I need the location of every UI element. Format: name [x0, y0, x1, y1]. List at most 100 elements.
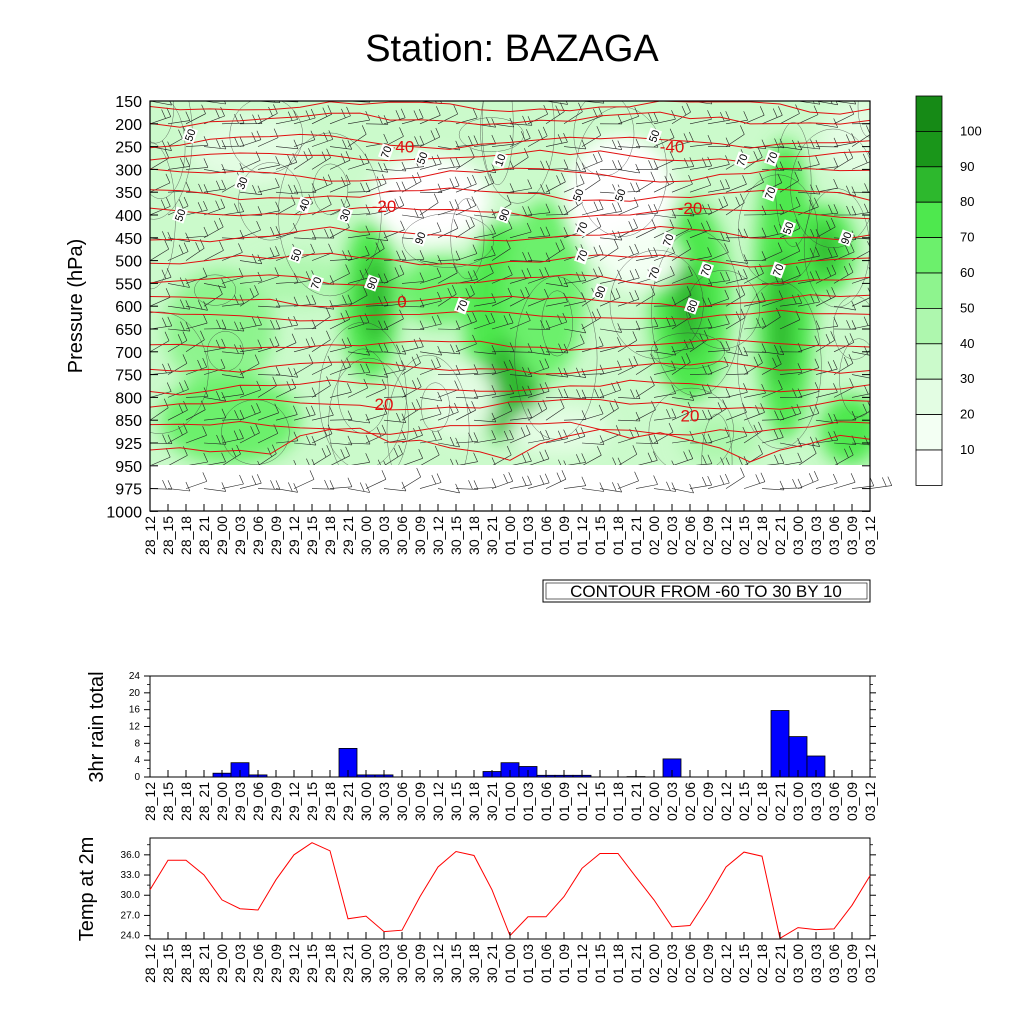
- rh-contour-label: 70: [661, 233, 676, 249]
- x-tick-label: 30_12: [430, 944, 446, 983]
- x-tick-label: 02_12: [718, 516, 734, 555]
- rain-y-axis-label: 3hr rain total: [86, 671, 108, 782]
- heatmap-y-tick-label: 800: [115, 390, 142, 407]
- colorbar-label: 50: [960, 300, 974, 315]
- x-tick-label: 01_18: [610, 782, 626, 821]
- heatmap-y-tick-label: 950: [115, 459, 142, 476]
- x-tick-label: 30_18: [466, 516, 482, 555]
- x-tick-label: 29_09: [268, 516, 284, 555]
- heatmap-y-ticks: 1502002503003504004505005506006507007508…: [106, 94, 870, 521]
- x-tick-label: 29_06: [250, 782, 266, 821]
- colorbar-label: 60: [960, 265, 974, 280]
- x-tick-label: 28_15: [160, 516, 176, 555]
- rain-y-ticks: 0 4 8 12 16 20 24: [129, 671, 876, 783]
- x-tick-label: 01_12: [574, 944, 590, 983]
- colorbar: 100 90 80 70 60 50 40 30 20 10: [915, 95, 982, 486]
- rh-contour-label: 50: [183, 128, 198, 144]
- heatmap-y-tick-label: 550: [115, 276, 142, 293]
- x-tick-label: 03_03: [808, 944, 824, 983]
- x-tick-label: 30_03: [376, 782, 392, 821]
- temperature-contour-label: 20: [681, 407, 700, 426]
- x-tick-label: 30_03: [376, 944, 392, 983]
- x-tick-label: 02_15: [736, 516, 752, 555]
- colorbar-label: 40: [960, 336, 974, 351]
- x-tick-label: 02_09: [700, 516, 716, 555]
- rh-contour-label: 50: [571, 188, 586, 204]
- x-tick-label: 03_12: [862, 782, 878, 821]
- rh-contour-label: 70: [455, 299, 470, 315]
- heatmap-y-tick-label: 750: [115, 368, 142, 385]
- temperature-contour-label: 20: [375, 395, 394, 414]
- x-tick-label: 30_18: [466, 782, 482, 821]
- x-tick-label: 30_09: [412, 782, 428, 821]
- temperature-contour-label: -20: [678, 199, 703, 218]
- x-tick-label: 01_03: [520, 782, 536, 821]
- x-tick-label: 02_21: [772, 944, 788, 983]
- x-tick-label: 03_09: [844, 516, 860, 555]
- x-tick-label: 03_12: [862, 516, 878, 555]
- x-tick-label: 01_06: [538, 944, 554, 983]
- rh-contour-label: 70: [647, 266, 662, 282]
- rh-contour-label: 50: [781, 221, 796, 237]
- contour-note-box: CONTOUR FROM -60 TO 30 BY 10: [542, 579, 871, 603]
- temp-y-ticks: 24.0 27.0 30.0 33.0 36.0: [121, 844, 876, 942]
- rh-contour-label: 70: [765, 151, 780, 167]
- x-tick-label: 30_21: [484, 944, 500, 983]
- x-tick-label: 30_03: [376, 516, 392, 555]
- rh-contour-label: 90: [839, 231, 854, 247]
- rh-contour-label: 70: [763, 186, 778, 202]
- x-tick-label: 02_18: [754, 782, 770, 821]
- x-tick-label: 03_00: [790, 516, 806, 555]
- x-tick-label: 01_00: [502, 516, 518, 555]
- x-tick-label: 29_06: [250, 944, 266, 983]
- x-tick-label: 01_15: [592, 944, 608, 983]
- x-tick-label: 02_09: [700, 782, 716, 821]
- x-tick-label: 01_15: [592, 782, 608, 821]
- x-tick-label: 30_15: [448, 782, 464, 821]
- rh-contour-label: 90: [593, 285, 608, 301]
- heatmap-y-tick-label: 450: [115, 231, 142, 248]
- rh-contour-label: 90: [497, 208, 512, 224]
- x-tick-label: 29_00: [214, 944, 230, 983]
- heatmap-y-tick-label: 200: [115, 117, 142, 134]
- x-tick-label: 01_03: [520, 516, 536, 555]
- x-tick-label: 29_15: [304, 782, 320, 821]
- heatmap-y-tick-label: 700: [115, 345, 142, 362]
- x-tick-label: 30_12: [430, 782, 446, 821]
- rh-contour-label: 10: [493, 153, 508, 169]
- x-tick-label: 29_21: [340, 516, 356, 555]
- wind-barbs: [150, 101, 870, 465]
- x-tick-label: 29_00: [214, 516, 230, 555]
- colorbar-label: 10: [960, 442, 974, 457]
- rh-contour-label: 40: [297, 198, 312, 214]
- x-tick-label: 02_15: [736, 782, 752, 821]
- rh-contour-label: 90: [365, 276, 380, 292]
- colorbar-label: 70: [960, 230, 974, 245]
- rh-contour-label: 30: [235, 176, 250, 192]
- humidity-field: [150, 101, 870, 465]
- x-tick-label: 30_18: [466, 944, 482, 983]
- rain-y-tick-label: 12: [129, 722, 141, 733]
- x-tick-label: 28_21: [196, 516, 212, 555]
- x-tick-label: 28_18: [178, 516, 194, 555]
- x-tick-label: 29_12: [286, 782, 302, 821]
- x-tick-label: 01_12: [574, 782, 590, 821]
- rh-contour-label: 90: [413, 231, 428, 247]
- heatmap-y-tick-label: 650: [115, 322, 142, 339]
- temp-x-ticks: 28_12 28_15 28_18 28_21 29_00 29_03 29_06 29_09…: [142, 932, 878, 983]
- temperature-contour-labels: -40 -40 -20 -20 0 20 20: [372, 138, 703, 426]
- temp-chart-frame: [149, 837, 871, 940]
- x-tick-label: 30_06: [394, 782, 410, 821]
- x-tick-label: 29_09: [268, 782, 284, 821]
- heatmap-y-tick-label: 350: [115, 185, 142, 202]
- x-tick-label: 01_18: [610, 516, 626, 555]
- x-tick-label: 28_21: [196, 944, 212, 983]
- x-tick-label: 01_03: [520, 944, 536, 983]
- temperature-contours: [150, 101, 870, 465]
- x-tick-label: 30_06: [394, 944, 410, 983]
- heatmap-y-tick-label: 975: [115, 482, 142, 499]
- x-tick-label: 28_18: [178, 944, 194, 983]
- x-tick-label: 03_03: [808, 782, 824, 821]
- x-tick-label: 02_15: [736, 944, 752, 983]
